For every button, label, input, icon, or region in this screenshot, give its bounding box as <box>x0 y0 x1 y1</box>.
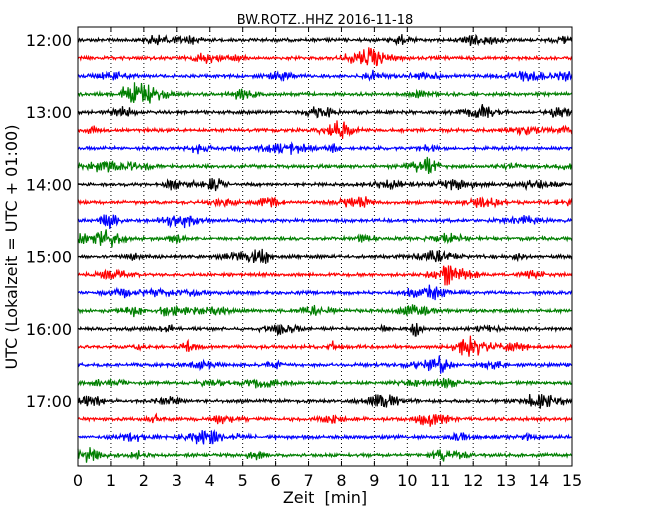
trace-2 <box>77 47 573 67</box>
trace-5 <box>77 103 573 119</box>
x-tick-label: 8 <box>336 471 346 490</box>
x-tick-label: 4 <box>205 471 215 490</box>
x-tick-label: 13 <box>496 471 516 490</box>
x-tick-label: 0 <box>73 471 83 490</box>
x-tick-label: 11 <box>430 471 450 490</box>
trace-22 <box>77 412 573 427</box>
traces <box>77 33 573 463</box>
trace-6 <box>77 120 573 139</box>
x-axis-label: Zeit [min] <box>283 488 367 507</box>
trace-3 <box>77 69 573 82</box>
trace-11 <box>77 214 573 230</box>
trace-7 <box>77 141 573 155</box>
trace-10 <box>77 196 573 209</box>
trace-13 <box>77 248 573 264</box>
x-tick-label: 1 <box>106 471 116 490</box>
chart-title: BW.ROTZ..HHZ 2016-11-18 <box>237 13 413 28</box>
x-tick-label: 14 <box>529 471 549 490</box>
x-tick-label: 6 <box>271 471 281 490</box>
trace-12 <box>77 229 573 248</box>
trace-16 <box>77 304 573 318</box>
trace-9 <box>77 178 573 192</box>
x-tick-label: 9 <box>369 471 379 490</box>
trace-18 <box>77 335 573 357</box>
y-tick-label: 15:00 <box>26 248 72 267</box>
x-tick-label: 10 <box>397 471 417 490</box>
trace-8 <box>77 156 573 175</box>
trace-23 <box>78 428 573 445</box>
x-tick-label: 5 <box>238 471 248 490</box>
x-tick-label: 12 <box>463 471 483 490</box>
x-tick-label: 15 <box>562 471 582 490</box>
trace-19 <box>77 355 573 374</box>
trace-14 <box>77 265 573 286</box>
y-tick-label: 17:00 <box>26 392 72 411</box>
trace-15 <box>77 284 573 301</box>
y-axis: 12:00 13:00 14:00 15:00 16:00 17:00 <box>26 31 572 411</box>
y-tick-label: 12:00 <box>26 31 72 50</box>
x-tick-label: 7 <box>303 471 313 490</box>
y-axis-label: UTC (Lokalzeit = UTC + 01:00) <box>2 125 21 370</box>
x-axis: 0 1 2 3 4 5 6 7 8 9 10 11 12 13 14 15 <box>73 27 582 490</box>
y-tick-label: 13:00 <box>26 103 72 122</box>
trace-17 <box>77 322 573 337</box>
x-tick-label: 2 <box>139 471 149 490</box>
y-tick-label: 16:00 <box>26 320 72 339</box>
x-tick-label: 3 <box>172 471 182 490</box>
plot-frame <box>77 26 573 467</box>
trace-4 <box>77 82 573 104</box>
y-tick-label: 14:00 <box>26 175 72 194</box>
trace-21 <box>77 394 573 409</box>
trace-24 <box>77 447 573 463</box>
trace-1 <box>77 33 573 47</box>
trace-20 <box>77 377 573 390</box>
